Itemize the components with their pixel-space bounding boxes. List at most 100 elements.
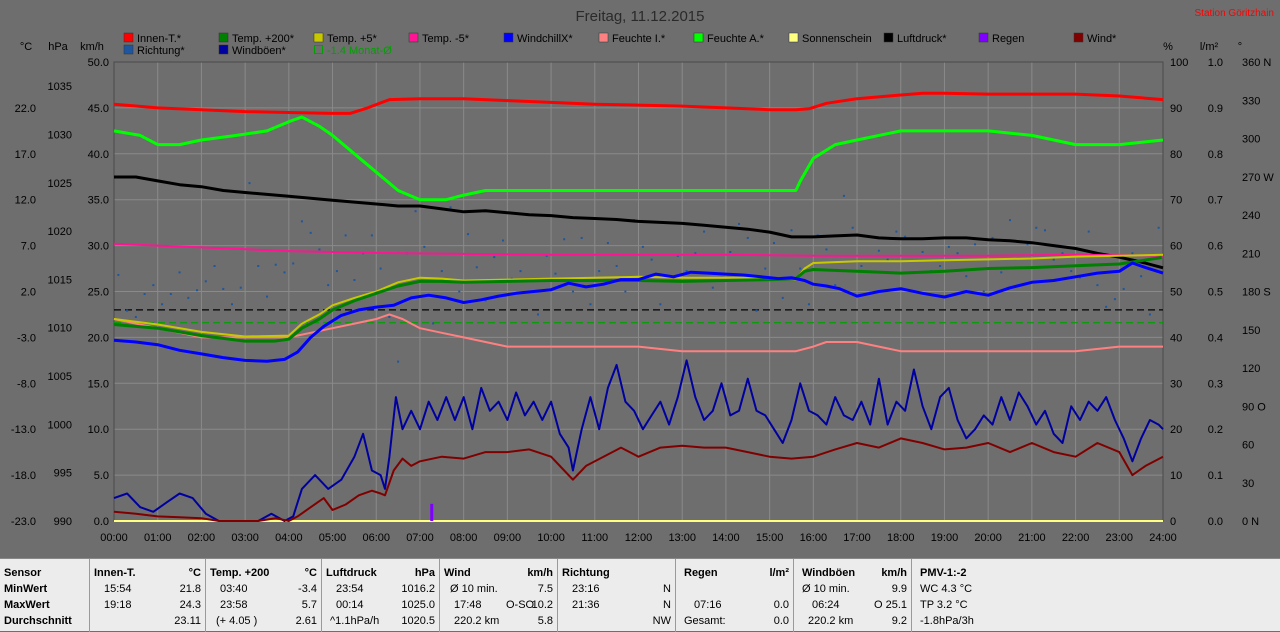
unit-innen: °C xyxy=(188,567,201,579)
temp-avg-value: 2.61 xyxy=(295,615,317,627)
direction-tick-label: 180 S xyxy=(1242,287,1271,299)
temp-max-value: 5.7 xyxy=(301,599,317,611)
pressure-tick-label: 1035 xyxy=(48,81,72,93)
series-line-innen-t xyxy=(113,91,1164,115)
direction-point xyxy=(877,249,880,252)
direction-point xyxy=(755,309,758,312)
direction-point xyxy=(956,252,959,255)
direction-point xyxy=(738,222,741,225)
direction-point xyxy=(939,265,942,267)
direction-point xyxy=(379,267,382,270)
direction-point xyxy=(335,270,338,273)
direction-tick-label: 90 O xyxy=(1242,401,1266,413)
x-tick-label: 20:00 xyxy=(974,532,1002,544)
chart-title: Freitag, 11.12.2015 xyxy=(576,8,705,25)
direction-tick-label: 120 xyxy=(1242,363,1260,375)
legend-label: Regen xyxy=(992,33,1024,45)
table-col-regen: Regen l/m² 07:16 0.0 Gesamt: 0.0 xyxy=(676,559,794,632)
direction-point xyxy=(1105,305,1108,308)
row-label-avg: Durchschnitt xyxy=(4,615,72,627)
direction-point xyxy=(659,303,662,306)
legend-swatch xyxy=(978,32,989,43)
temp-tick-label: 22.0 xyxy=(15,103,36,115)
direction-point xyxy=(117,273,120,276)
pressure-unit-label: hPa xyxy=(48,41,68,53)
direction-unit-label: ° xyxy=(1238,41,1242,53)
temp-tick-label: -8.0 xyxy=(17,378,36,390)
direction-point xyxy=(309,231,312,234)
table-col-sensor: Sensor MinWert MaxWert Durchschnitt xyxy=(0,559,90,632)
legend-label: Temp. +200* xyxy=(232,33,295,45)
rain-tick-label: 1.0 xyxy=(1208,57,1223,69)
innen-max-time: 19:18 xyxy=(104,599,132,611)
wind-avg-value: 5.8 xyxy=(537,615,553,627)
direction-point xyxy=(834,284,837,287)
legend-swatch xyxy=(123,32,134,43)
wind-max-time: 17:48 xyxy=(454,599,482,611)
direction-point xyxy=(484,299,487,302)
direction-tick-label: 60 xyxy=(1242,440,1254,452)
luft-trend: ^1.1hPa/h xyxy=(330,615,380,627)
direction-point xyxy=(222,287,225,290)
humidity-tick-label: 50 xyxy=(1170,287,1182,299)
direction-point xyxy=(397,360,400,363)
direction-point xyxy=(842,194,845,197)
rain-bar xyxy=(430,503,434,521)
table-col-richtung: Richtung 23:16 N 21:36 N NW xyxy=(558,559,676,632)
table-header-sensor: Sensor xyxy=(4,567,42,579)
legend-swatch xyxy=(314,45,323,54)
direction-tick-label: 240 xyxy=(1242,210,1260,222)
direction-point xyxy=(598,270,601,273)
legend-label: -1.4 Monat-Ø xyxy=(327,45,392,57)
x-tick-label: 15:00 xyxy=(756,532,784,544)
direction-point xyxy=(965,275,968,278)
x-tick-label: 11:00 xyxy=(581,532,608,544)
temp-tick-label: -13.0 xyxy=(11,424,36,436)
direction-point xyxy=(423,245,426,248)
wind-tick-label: 45.0 xyxy=(88,103,109,115)
legend-label: Wind* xyxy=(1087,33,1117,45)
direction-point xyxy=(703,230,706,233)
regen-max-time: 07:16 xyxy=(694,599,722,611)
wind-tick-label: 0.0 xyxy=(94,516,109,528)
direction-point xyxy=(947,245,950,248)
x-tick-label: 16:00 xyxy=(800,532,828,544)
humidity-unit-label: % xyxy=(1163,41,1173,53)
rain-tick-label: 0.5 xyxy=(1208,287,1223,299)
direction-point xyxy=(536,313,539,316)
wind-tick-label: 5.0 xyxy=(94,470,109,482)
direction-tick-label: 330 xyxy=(1242,95,1260,107)
series-line-luftdruck xyxy=(114,175,1164,270)
row-label-max: MaxWert xyxy=(4,599,50,611)
legend-label: Temp. +5* xyxy=(327,33,378,45)
x-tick-label: 18:00 xyxy=(887,532,915,544)
direction-point xyxy=(685,270,688,273)
direction-point xyxy=(781,296,784,299)
direction-point xyxy=(711,286,714,289)
x-tick-label: 21:00 xyxy=(1018,532,1046,544)
richtung-avg-value: NW xyxy=(652,615,671,627)
direction-point xyxy=(292,262,295,265)
pressure-tick-label: 1025 xyxy=(48,178,72,190)
direction-point xyxy=(772,242,775,245)
direction-point xyxy=(502,239,505,242)
series-line-temp-5 xyxy=(113,253,1164,338)
innen-avg-value: 23.11 xyxy=(174,615,201,627)
pmv-taupunkt: TP 3.2 °C xyxy=(920,599,968,611)
pressure-tick-label: 1020 xyxy=(48,226,72,238)
direction-point xyxy=(641,245,644,248)
innen-min-time: 15:54 xyxy=(104,583,132,595)
legend-swatch xyxy=(883,32,894,43)
regen-total-value: 0.0 xyxy=(773,615,789,627)
rain-tick-label: 0.4 xyxy=(1208,332,1223,344)
direction-point xyxy=(300,220,303,223)
humidity-tick-label: 80 xyxy=(1170,149,1182,161)
x-tick-label: 03:00 xyxy=(231,532,259,544)
wind-tick-label: 25.0 xyxy=(88,287,109,299)
direction-point xyxy=(851,226,854,229)
legend-label: WindchillX* xyxy=(517,33,573,45)
pressure-tick-label: 1000 xyxy=(48,419,72,431)
unit-regen: l/m² xyxy=(769,567,789,579)
direction-point xyxy=(729,250,732,253)
legend-label: Richtung* xyxy=(137,45,185,57)
